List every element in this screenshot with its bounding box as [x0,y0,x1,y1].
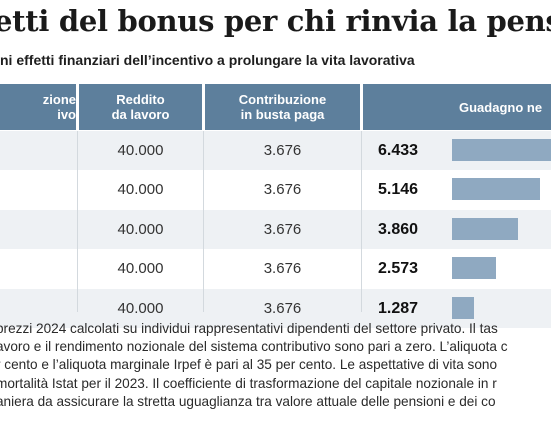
footnote-line: avoro e il rendimento nozionale del sist… [0,339,508,355]
reddito-cell: 40.000 [117,142,164,159]
guadagno-bar [452,178,540,201]
reddito-cell: 40.000 [117,299,164,317]
guadagno-bar [452,257,496,280]
guadagno-cell: 5.146 [378,181,419,199]
guadagno-cell: 6.433 [378,142,419,159]
header-cell-reddito: Reddito da lavoro [79,84,202,130]
footnote-line: mortalità Istat per il 2023. Il coeffici… [0,375,497,391]
guadagno-cell: 2.573 [378,260,419,278]
table-row: 40.000 3.676 1.287 [0,288,551,328]
footnote-line: aniera da assicurare la stretta uguaglia… [0,393,496,409]
column-divider [203,131,204,312]
guadagno-cell: 3.860 [378,220,419,238]
column-divider [77,131,78,312]
table-row: 40.000 3.676 6.433 [0,131,551,170]
table-row: 40.000 3.676 3.860 [0,209,551,249]
header-cell-partial: zione ivo [0,84,76,130]
contribuzione-cell: 3.676 [263,142,302,159]
contribuzione-cell: 3.676 [263,181,302,199]
column-divider [361,131,362,312]
footnote-line: prezzi 2024 calcolati su individui rappr… [0,321,498,336]
contribuzione-cell: 3.676 [263,299,302,317]
reddito-cell: 40.000 [117,181,164,199]
guadagno-cell: 1.287 [378,299,419,317]
table-row: 40.000 3.676 2.573 [0,249,551,289]
headline: etti del bonus per chi rinvia la pension… [0,4,551,38]
subheadline: ni effetti finanziari dell’incentivo a p… [0,52,415,68]
guadagno-bar [452,217,518,240]
footnotes: prezzi 2024 calcolati su individui rappr… [0,320,551,411]
reddito-cell: 40.000 [117,220,164,238]
table-row: 40.000 3.676 5.146 [0,170,551,210]
header-cell-guadagno: Guadagno ne [363,84,551,130]
header-cell-contribuzione: Contribuzione in busta paga [205,84,360,130]
guadagno-bar [452,139,551,161]
footnote-line: r cento e l’aliquota marginale Irpef è p… [0,357,498,373]
contribuzione-cell: 3.676 [263,260,302,278]
contribuzione-cell: 3.676 [263,220,302,238]
guadagno-bar [452,296,474,319]
reddito-cell: 40.000 [117,260,164,278]
